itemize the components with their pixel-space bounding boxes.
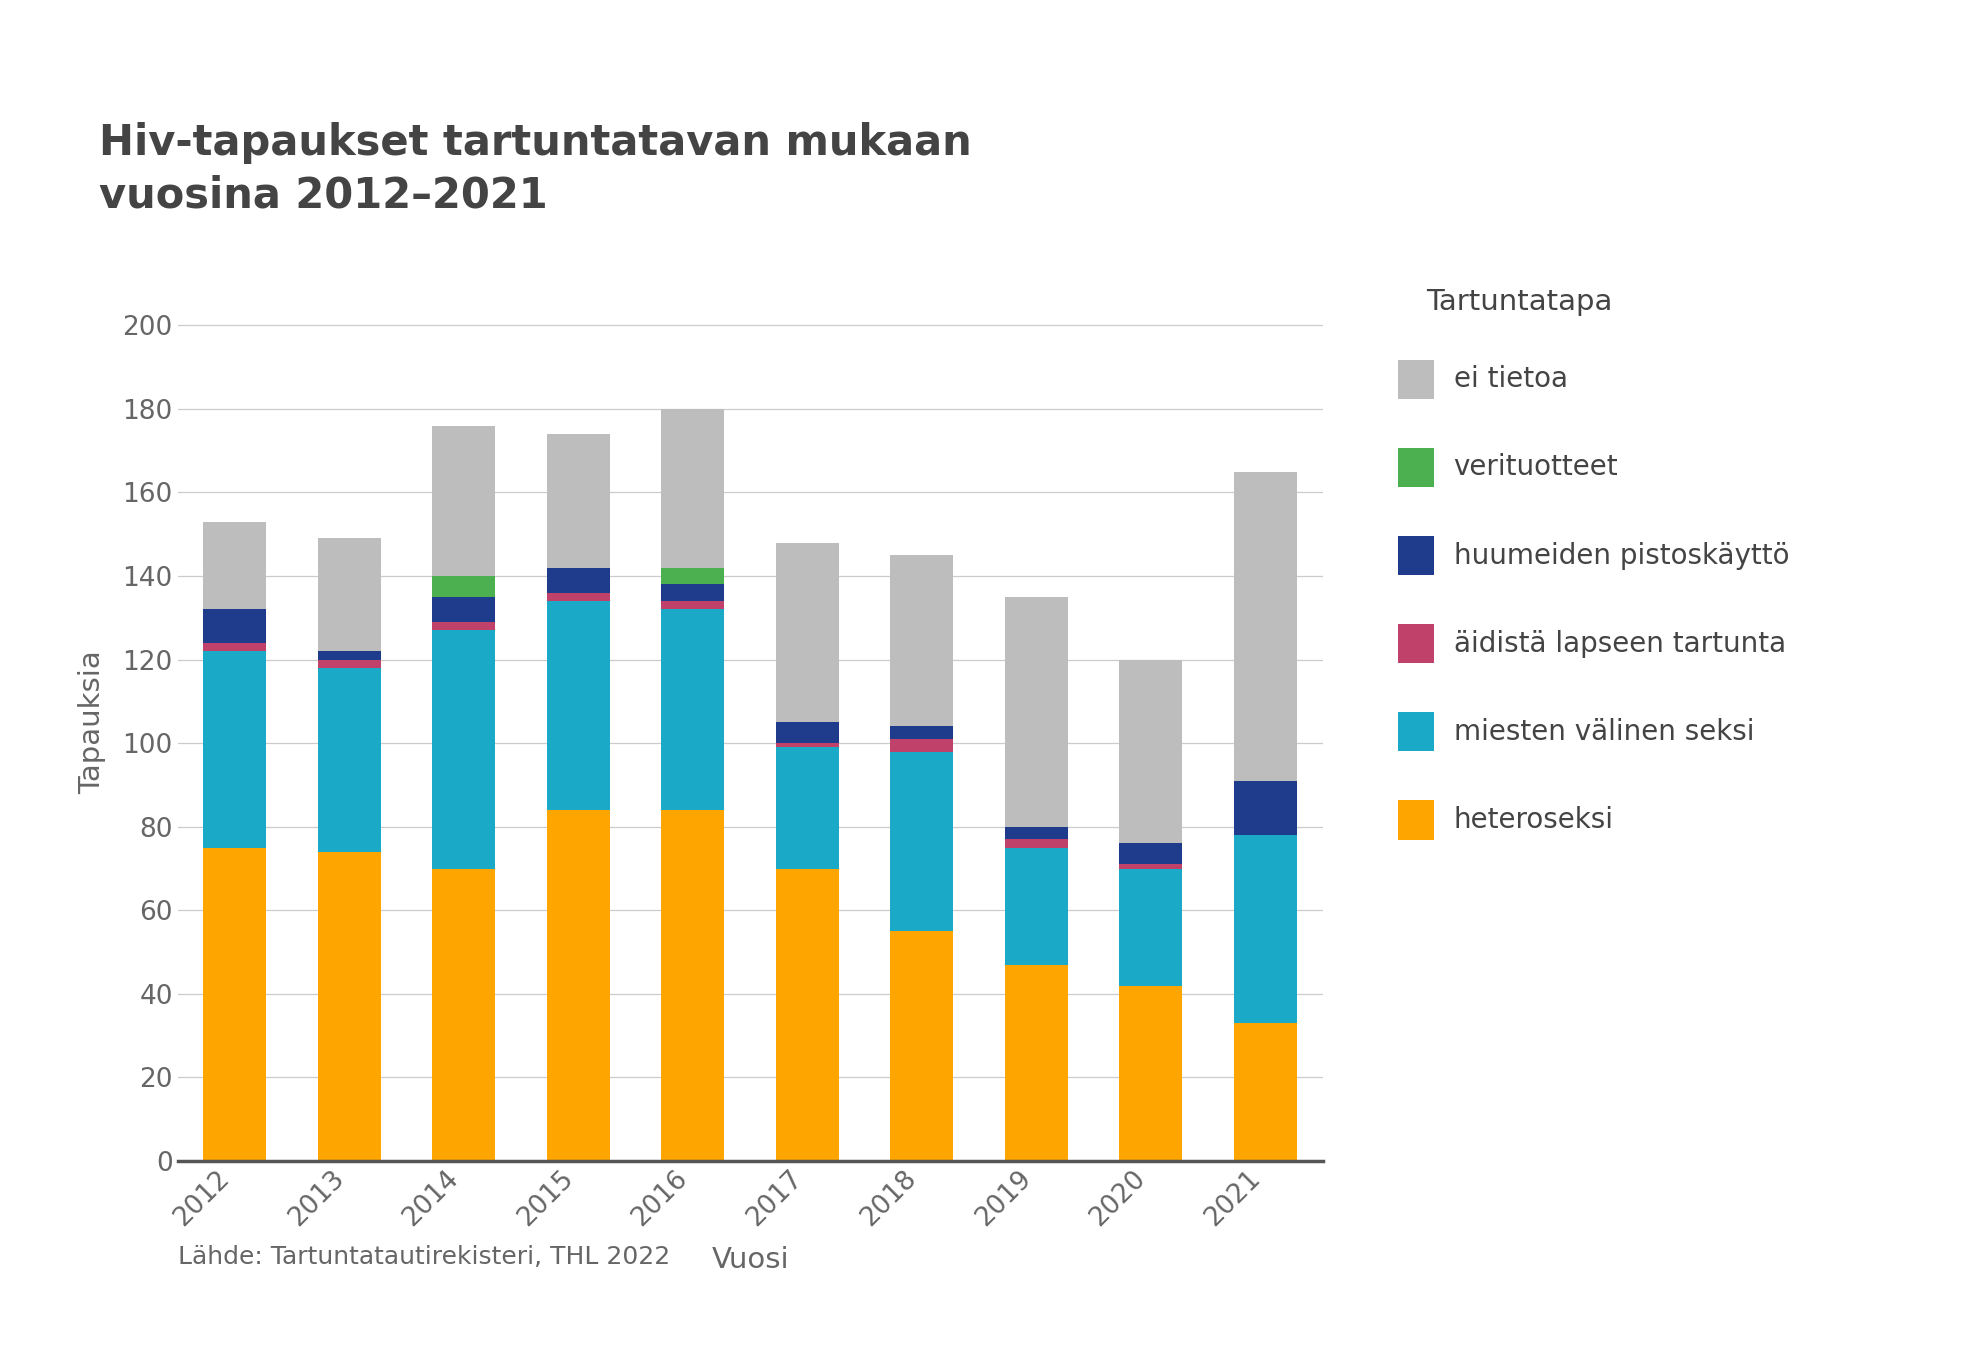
Bar [1004,840,1067,848]
Bar [661,609,724,810]
FancyBboxPatch shape [1397,359,1434,400]
Bar [547,433,610,567]
Bar [1233,471,1296,780]
Text: heteroseksi: heteroseksi [1452,806,1612,834]
Bar [547,593,610,601]
Bar [775,868,839,1161]
Bar [890,555,953,726]
Bar [547,567,610,593]
Bar [661,585,724,601]
Bar [1119,986,1182,1161]
Bar [1004,597,1067,826]
Text: verituotteet: verituotteet [1452,454,1618,482]
Bar [432,597,495,622]
Bar [432,576,495,597]
Text: äidistä lapseen tartunta: äidistä lapseen tartunta [1452,629,1786,657]
Bar [661,810,724,1161]
Bar [203,643,266,651]
Bar [775,743,839,748]
Bar [203,521,266,609]
Bar [547,601,610,810]
Bar [890,931,953,1161]
Bar [318,651,381,660]
Bar [203,651,266,848]
Text: miesten välinen seksi: miesten välinen seksi [1452,718,1754,745]
Bar [1004,826,1067,840]
Bar [890,726,953,738]
X-axis label: Vuosi: Vuosi [710,1246,789,1273]
Bar [1119,864,1182,868]
Bar [432,622,495,630]
Bar [547,810,610,1161]
FancyBboxPatch shape [1397,624,1434,663]
Bar [1119,844,1182,864]
Bar [890,752,953,931]
Bar [1233,836,1296,1023]
FancyBboxPatch shape [1397,536,1434,575]
Bar [661,601,724,609]
Text: Hiv-tapaukset tartuntatavan mukaan
vuosina 2012–2021: Hiv-tapaukset tartuntatavan mukaan vuosi… [99,122,971,216]
Bar [775,722,839,742]
Bar [318,852,381,1161]
FancyBboxPatch shape [1397,801,1434,840]
Text: huumeiden pistoskäyttö: huumeiden pistoskäyttö [1452,541,1788,570]
Bar [1119,868,1182,986]
Bar [432,630,495,868]
Y-axis label: Tapauksia: Tapauksia [77,651,107,794]
Bar [432,868,495,1161]
Bar [775,543,839,722]
Bar [1119,660,1182,844]
Bar [318,539,381,651]
Bar [1233,1023,1296,1161]
Text: ei tietoa: ei tietoa [1452,366,1567,393]
Bar [1004,965,1067,1161]
FancyBboxPatch shape [1397,448,1434,487]
Bar [432,425,495,576]
Bar [661,409,724,567]
Bar [318,668,381,852]
Bar [203,848,266,1161]
Bar [890,738,953,752]
Bar [203,609,266,643]
Bar [661,567,724,585]
Bar [775,748,839,868]
Text: Lähde: Tartuntatautirekisteri, THL 2022: Lähde: Tartuntatautirekisteri, THL 2022 [178,1245,669,1269]
FancyBboxPatch shape [1397,711,1434,752]
Text: Tartuntatapa: Tartuntatapa [1425,289,1612,316]
Bar [318,660,381,668]
Bar [1233,780,1296,836]
Bar [1004,848,1067,965]
